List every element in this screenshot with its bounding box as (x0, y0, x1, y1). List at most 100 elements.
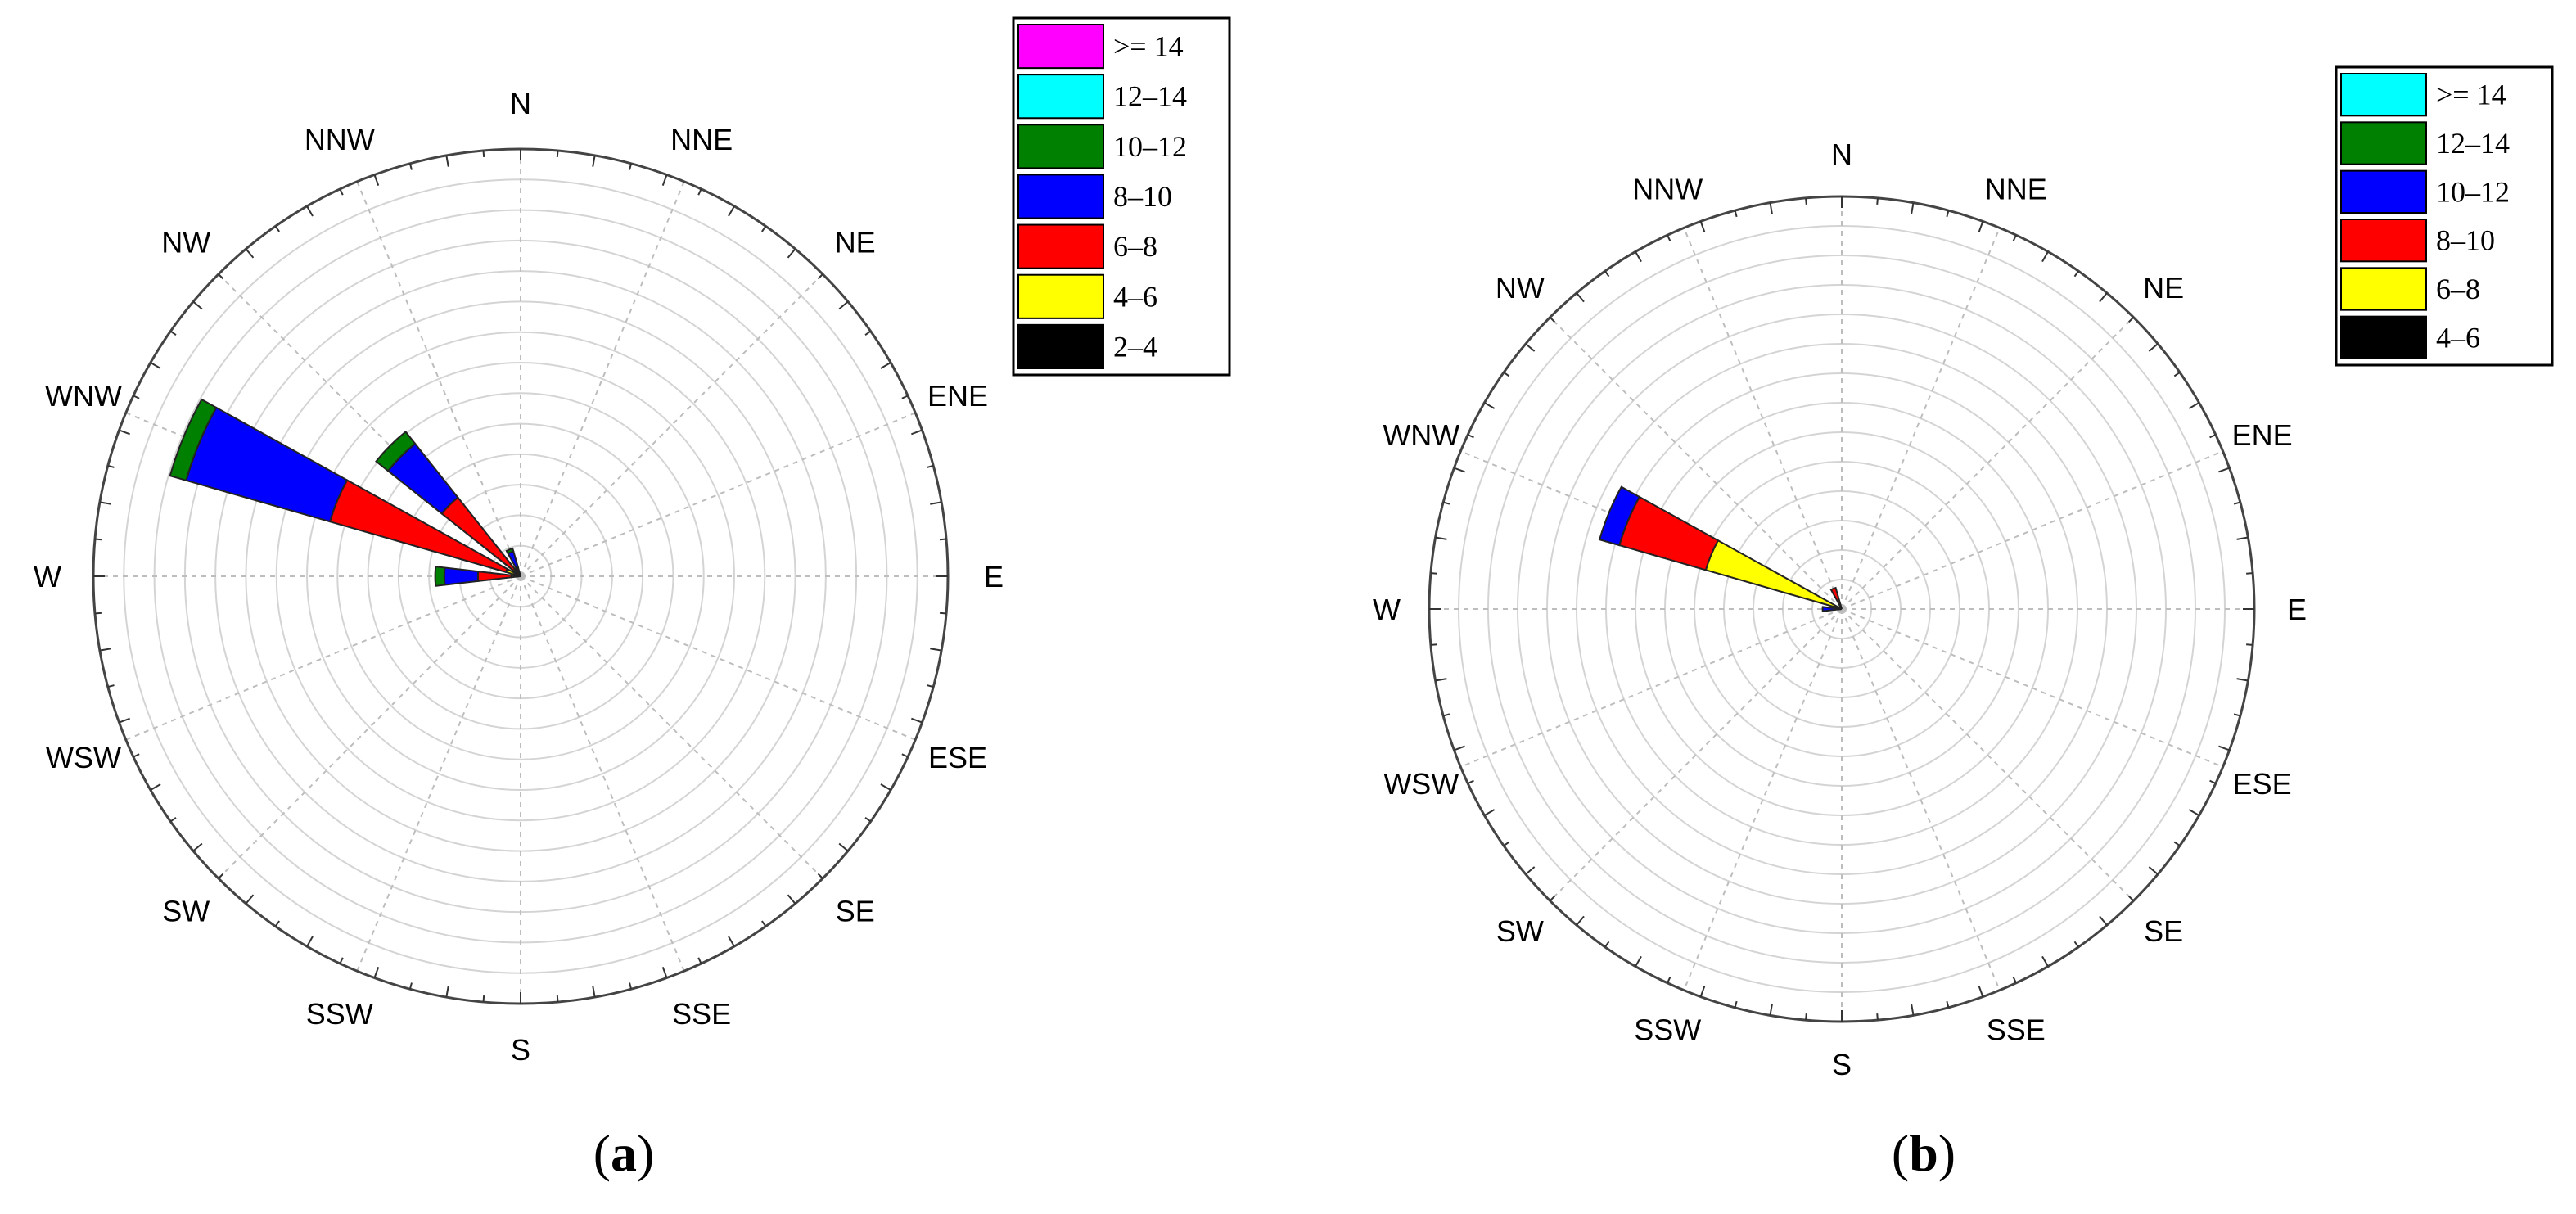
tick-mark (1635, 251, 1642, 263)
tick-mark (150, 783, 161, 791)
grid-spoke (520, 575, 823, 879)
panel-caption: (a) (593, 1124, 655, 1182)
tick-mark (1805, 197, 1807, 205)
tick-mark (2236, 536, 2249, 540)
tick-mark (1604, 270, 1610, 278)
tick-mark (218, 873, 224, 879)
tick-mark (1467, 779, 1474, 784)
direction-label-nnw: NNW (305, 123, 375, 156)
grid-spoke (1841, 227, 2001, 610)
tick-mark (107, 464, 115, 468)
tick-mark (1549, 896, 1555, 902)
tick-mark (306, 205, 314, 217)
grid-spoke (520, 575, 685, 972)
grid-spoke (520, 181, 685, 577)
legend-label: 8‒10 (2436, 224, 2495, 257)
legend-swatch (2340, 169, 2427, 214)
direction-label-n: N (1831, 138, 1852, 171)
wedge-w-bin-3 (443, 566, 480, 586)
wedge-nw-bin-4 (375, 431, 417, 472)
tick-mark (1876, 1013, 1879, 1021)
tick-mark (728, 936, 735, 947)
tick-mark (2041, 955, 2049, 967)
wedge-wnw-bin-4 (169, 398, 218, 482)
tick-mark (1454, 467, 1465, 473)
tick-mark (939, 538, 947, 541)
tick-mark (133, 395, 140, 399)
tick-mark (1667, 234, 1671, 241)
grid-spoke (1683, 608, 1843, 991)
legend-label: >= 14 (2436, 79, 2506, 111)
tick-mark (408, 163, 413, 170)
direction-label-e: E (2287, 593, 2307, 626)
tick-mark (2012, 234, 2017, 241)
direction-label-ene: ENE (927, 379, 988, 413)
direction-label-wsw: WSW (1383, 767, 1459, 801)
grid-ring (336, 392, 705, 760)
tick-mark (2173, 372, 2181, 377)
tick-mark (787, 894, 796, 905)
tick-mark (817, 873, 823, 879)
tick-mark (373, 174, 380, 186)
tick-mark (2233, 501, 2241, 505)
wedge-w-bin-4 (434, 566, 446, 587)
tick-mark (1503, 372, 1510, 377)
tick-mark (838, 300, 849, 310)
grid-ring (306, 362, 735, 791)
tick-mark (2099, 292, 2108, 303)
tick-mark (408, 982, 413, 990)
tick-mark (94, 612, 102, 615)
tick-mark (1978, 986, 1984, 997)
direction-label-w: W (1373, 593, 1401, 626)
legend: >= 14 12‒14 10‒12 8‒10 6‒8 4‒6 2‒4 (1012, 16, 1231, 377)
legend-label: 4‒6 (2436, 321, 2480, 354)
grid-spoke (520, 412, 916, 577)
tick-mark (2188, 402, 2199, 409)
tick-mark (930, 501, 942, 505)
tick-mark (274, 225, 281, 232)
tick-mark (1435, 536, 1447, 540)
tick-mark (218, 273, 224, 280)
direction-label-se: SE (836, 895, 875, 928)
tick-mark (1734, 1000, 1738, 1009)
tick-mark (1876, 197, 1879, 205)
legend-swatch (1017, 24, 1104, 70)
wedge-wnw-bin-1 (1704, 539, 1842, 610)
tick-mark (1635, 955, 1642, 967)
tick-mark (119, 429, 130, 436)
tick-mark (1525, 866, 1536, 875)
tick-mark (1549, 316, 1555, 323)
tick-mark (1467, 434, 1474, 439)
grid-spoke (1841, 316, 2135, 610)
tick-mark (592, 986, 596, 998)
direction-label-sse: SSE (1987, 1013, 2046, 1047)
tick-mark (2188, 809, 2199, 816)
legend-label: >= 14 (1113, 30, 1184, 63)
tick-mark (245, 894, 255, 905)
tick-mark (2246, 643, 2253, 646)
grid-spoke (356, 575, 521, 972)
tick-mark (1699, 221, 1706, 232)
tick-mark (1454, 745, 1465, 751)
tick-mark (192, 842, 203, 852)
grid-spoke (1549, 316, 1843, 610)
tick-mark (1430, 643, 1437, 646)
grid-spoke (1459, 608, 1843, 768)
grid-spoke (520, 273, 823, 577)
tick-mark (245, 248, 255, 259)
tick-mark (107, 684, 115, 688)
tick-mark (728, 205, 735, 217)
grid-spoke (218, 575, 521, 879)
tick-mark (1769, 1004, 1773, 1016)
grid-spoke (520, 575, 916, 741)
wedge-wnw-bin-3 (185, 406, 349, 523)
tick-mark (445, 155, 449, 167)
tick-mark (880, 783, 891, 791)
tick-mark (760, 225, 767, 232)
tick-mark (697, 188, 702, 196)
tick-mark (661, 174, 668, 186)
direction-label-s: S (1832, 1048, 1852, 1081)
legend-swatch (1017, 74, 1104, 120)
direction-label-ne: NE (2143, 271, 2184, 305)
tick-mark (1911, 202, 1915, 214)
